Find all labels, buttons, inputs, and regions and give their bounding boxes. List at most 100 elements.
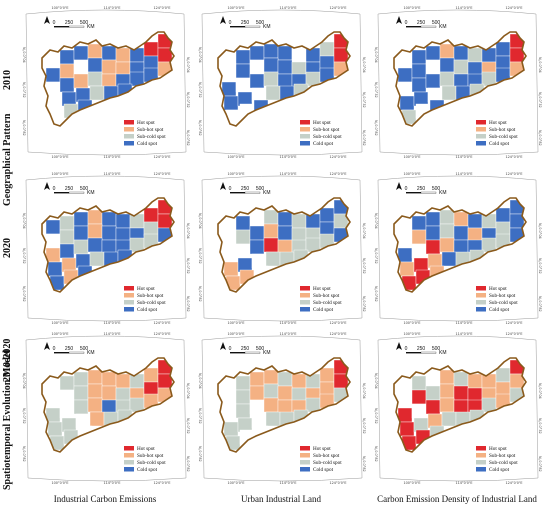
graticule-label-top: 124°0'0"E	[153, 172, 170, 176]
region-cell	[73, 59, 89, 75]
region-outline	[393, 357, 527, 453]
graticule-label-top: 100°0'0"E	[51, 172, 68, 176]
region-cell	[249, 239, 265, 255]
svg-text:KM: KM	[439, 190, 447, 196]
graticule-label-bottom: 124°0'0"E	[153, 481, 170, 485]
graticule-label-left: N„0.0°32	[22, 82, 26, 98]
svg-text:250: 250	[417, 346, 426, 352]
legend-label: Hot spot	[137, 286, 155, 292]
graticule-label-right: N„0.0°32	[186, 258, 190, 274]
region-cell	[411, 63, 427, 79]
region-cell	[235, 215, 251, 231]
graticule-label-bottom: 114°0'0"E	[455, 481, 472, 485]
region-cell	[439, 71, 455, 87]
svg-text:500: 500	[80, 346, 89, 352]
graticule-label-bottom: 124°0'0"E	[153, 321, 170, 325]
north-arrow-icon	[396, 16, 402, 24]
graticule-label-left: N„0.0°82	[374, 286, 378, 302]
svg-text:250: 250	[417, 20, 426, 26]
legend-label: Sub-hot spot	[137, 453, 164, 459]
legend-swatch	[124, 134, 134, 139]
region-outline	[217, 197, 351, 293]
legend-swatch	[476, 453, 486, 458]
graticule-label-top: 100°0'0"E	[403, 172, 420, 176]
region-cell	[263, 223, 279, 239]
legend-swatch	[300, 127, 310, 132]
graticule-label-left: N„0.0°82	[22, 446, 26, 462]
svg-text:500: 500	[432, 186, 441, 192]
region-cell	[319, 367, 335, 383]
legend-swatch	[124, 446, 134, 451]
legend-label: Sub-hot spot	[137, 127, 164, 133]
svg-text:KM: KM	[87, 24, 95, 30]
region-cell	[425, 59, 441, 75]
graticule-label-bottom: 114°0'0"E	[455, 321, 472, 325]
region-cell	[397, 53, 413, 69]
legend-label: Cold spot	[489, 467, 510, 473]
region-cell	[59, 243, 75, 259]
region-cell	[45, 219, 61, 235]
legend-label: Sub-hot spot	[489, 293, 516, 299]
graticule-label-right: N„0.0°82	[538, 130, 542, 146]
graticule-label-left: N„0.0°04	[22, 47, 26, 63]
svg-text:250: 250	[241, 346, 250, 352]
legend-swatch	[300, 467, 310, 472]
svg-text:500: 500	[256, 186, 265, 192]
graticule-label-right: N„0.0°32	[186, 92, 190, 108]
legend-label: Hot spot	[313, 446, 331, 452]
region-cell	[425, 211, 441, 227]
svg-text:KM: KM	[439, 24, 447, 30]
svg-text:0: 0	[405, 346, 408, 352]
region-cell	[59, 77, 75, 93]
legend-label: Cold spot	[137, 467, 158, 473]
region-cell	[59, 375, 75, 391]
row-group-label-geographical-pattern: Geographical Pattern	[2, 113, 13, 207]
map-svg: 100°0'0"E 114°0'0"E 124°0'0"E 100°0'0"E 114°…	[22, 172, 190, 325]
graticule-label-left: N„0.0°04	[374, 213, 378, 229]
region-cell	[453, 225, 469, 241]
legend-swatch	[300, 300, 310, 305]
region-cell	[399, 95, 415, 111]
region-cell	[221, 379, 237, 395]
legend-swatch	[124, 307, 134, 312]
region-cell	[59, 229, 75, 245]
region-cell	[45, 379, 61, 395]
graticule-label-top: 100°0'0"E	[51, 332, 68, 336]
region-cell	[425, 73, 441, 89]
region-cell	[221, 53, 237, 69]
region-cell	[223, 261, 239, 277]
region-cell	[59, 403, 75, 419]
region-cell	[439, 43, 455, 59]
legend-swatch	[476, 460, 486, 465]
region-cell	[249, 385, 265, 401]
scale-bar	[230, 351, 261, 354]
legend-swatch	[124, 127, 134, 132]
map-panel: 100°0'0"E 114°0'0"E 124°0'0"E 100°0'0"E 114°…	[196, 168, 366, 326]
region-cell	[45, 81, 61, 97]
region-cell	[439, 209, 455, 225]
region-cell	[47, 421, 63, 437]
region-cell	[411, 215, 427, 231]
svg-text:500: 500	[256, 20, 265, 26]
legend-label: Sub-cold spot	[489, 134, 518, 140]
graticule-label-top: 124°0'0"E	[505, 6, 522, 10]
legend-label: Hot spot	[137, 446, 155, 452]
graticule-label-bottom: 124°0'0"E	[505, 321, 522, 325]
region-outline	[393, 197, 527, 293]
graticule-label-top: 114°0'0"E	[103, 332, 120, 336]
svg-text:0: 0	[405, 186, 408, 192]
graticule-label-top: 114°0'0"E	[455, 332, 472, 336]
graticule-label-left: N„0.0°82	[22, 286, 26, 302]
graticule-label-right: N„0.0°32	[538, 418, 542, 434]
region-cell	[143, 41, 159, 57]
graticule-label-left: N„0.0°32	[198, 82, 202, 98]
graticule-label-right: N„0.0°82	[362, 296, 366, 312]
region-cell	[495, 207, 511, 223]
region-cell	[425, 371, 441, 387]
legend-label: Sub-hot spot	[313, 127, 340, 133]
svg-text:KM: KM	[87, 190, 95, 196]
legend-swatch	[300, 286, 310, 291]
graticule-label-top: 100°0'0"E	[51, 6, 68, 10]
svg-text:0: 0	[229, 20, 232, 26]
